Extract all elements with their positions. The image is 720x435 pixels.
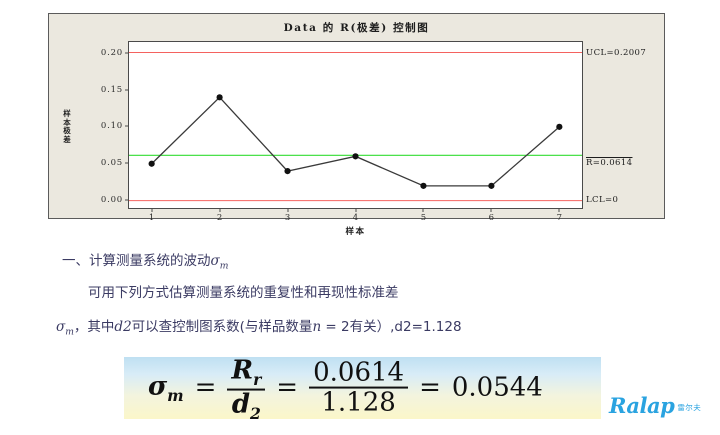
- formula-fraction-numeric: 0.0614 1.128: [309, 357, 409, 418]
- sigma-m-symbol: σm: [210, 253, 229, 272]
- y-tick-mark-0.05: [125, 162, 129, 164]
- chart-plot-area: 0.20 0.15 0.10 0.05 0.00 1 2 3 4 5 6 7 U…: [101, 41, 646, 223]
- d-subscript: 2: [250, 403, 261, 419]
- y-tick-label-0.05: 0.05: [100, 158, 123, 169]
- x-tick-label-1: 1: [148, 213, 155, 223]
- body-line-3-c: = 2有关）,d2=1.128: [321, 319, 462, 335]
- y-tick-mark-0.15: [125, 89, 129, 91]
- d-glyph: d: [231, 389, 251, 419]
- series-polyline: [151, 96, 560, 187]
- x-tick-mark-2: [219, 208, 221, 212]
- body-text-line-2: 可用下列方式估算测量系统的重复性和再现性标准差: [88, 285, 399, 301]
- formula-denominator-numeric: 1.128: [321, 387, 396, 418]
- x-tick-label-2: 2: [216, 213, 223, 223]
- sigma-subscript-2: m: [65, 326, 74, 338]
- center-line-annotation-text: R=0.0614: [586, 158, 633, 169]
- formula-lhs: σm: [148, 371, 184, 404]
- formula-lhs-sigma: σ: [148, 371, 168, 402]
- formula-numerator-symbolic: Rr: [227, 357, 265, 388]
- x-tick-label-6: 6: [488, 213, 495, 223]
- x-tick-mark-3: [287, 208, 289, 212]
- r-subscript: r: [253, 369, 262, 389]
- sigma-m-symbol-2: σm: [56, 319, 74, 338]
- chart-x-axis-title: 样本: [345, 227, 366, 237]
- sigma-subscript: m: [219, 260, 229, 272]
- sigma-glyph: σ: [210, 253, 220, 269]
- body-line-3-b: 可以查控制图系数(与样品数量: [131, 319, 313, 335]
- data-point-marker: [216, 94, 223, 101]
- data-point-marker: [420, 182, 427, 189]
- r-bar-symbol: Rr: [231, 357, 261, 387]
- r-glyph: R: [231, 357, 254, 386]
- sigma-m-formula: σm = Rr d2 = 0.0614 1.128 = 0.0544: [148, 357, 543, 419]
- x-tick-label-7: 7: [556, 213, 563, 223]
- chart-y-axis-title: 样本极差: [63, 109, 71, 144]
- formula-lhs-subscript: m: [167, 385, 184, 405]
- formula-fraction-bar-2: [309, 386, 409, 389]
- y-tick-mark-0.10: [125, 125, 129, 127]
- data-point-marker: [284, 168, 291, 175]
- y-tick-mark-0.20: [125, 52, 129, 54]
- data-point-marker: [556, 123, 563, 130]
- d2-symbol: d2: [114, 319, 132, 335]
- x-tick-mark-1: [151, 208, 153, 212]
- center-line-annotation: R=0.0614: [586, 158, 632, 168]
- chart-title: Data 的 R(极差) 控制图: [283, 22, 430, 34]
- body-line-1-prefix: 一、计算测量系统的波动: [62, 253, 211, 269]
- y-tick-label-0.10: 0.10: [100, 121, 123, 132]
- ucl-annotation: UCL=0.2007: [586, 47, 647, 58]
- data-point-marker: [148, 160, 155, 167]
- x-tick-label-4: 4: [352, 213, 359, 223]
- y-tick-mark-0.00: [125, 199, 129, 201]
- x-tick-mark-6: [490, 208, 492, 212]
- x-tick-mark-7: [558, 208, 560, 212]
- formula-fraction-symbolic: Rr d2: [227, 357, 266, 419]
- logo-wordmark: Ralap: [609, 393, 675, 418]
- x-tick-label-5: 5: [420, 213, 427, 223]
- formula-equals-3: =: [419, 372, 441, 403]
- control-chart-panel: Data 的 R(极差) 控制图 样本极差 0.20 0.15 0.10 0.0…: [48, 13, 665, 237]
- x-tick-label-3: 3: [284, 213, 291, 223]
- d2-symbol-formula: d2: [232, 389, 261, 419]
- formula-equals-1: =: [194, 372, 217, 403]
- formula-numerator-numeric: 0.0614: [313, 357, 405, 388]
- formula-denominator-symbolic: d2: [228, 390, 265, 419]
- formula-result: 0.0544: [451, 372, 543, 403]
- data-point-marker: [488, 182, 495, 189]
- formula-highlight-box: σm = Rr d2 = 0.0614 1.128 = 0.0544: [124, 357, 601, 419]
- formula-fraction-bar-1: [227, 388, 266, 391]
- y-tick-label-0.20: 0.20: [100, 47, 123, 58]
- logo-chinese-name: 雷尔夫: [677, 403, 702, 412]
- formula-equals-2: =: [276, 372, 299, 403]
- y-tick-label-0.15: 0.15: [100, 84, 123, 95]
- body-line-3-a: ，其中: [73, 319, 115, 335]
- sigma-glyph-2: σ: [56, 319, 66, 335]
- company-logo: Ralap 雷尔夫: [609, 386, 713, 416]
- n-symbol: n: [312, 319, 322, 335]
- body-text-line-1: 一、计算测量系统的波动σm: [62, 249, 228, 272]
- chart-series-svg: [129, 52, 582, 202]
- body-text-line-3: σm，其中d2可以查控制图系数(与样品数量n = 2有关）,d2=1.128: [56, 315, 462, 338]
- lcl-annotation: LCL=0: [586, 195, 619, 206]
- data-point-marker: [352, 153, 359, 160]
- x-tick-mark-5: [422, 208, 424, 212]
- x-tick-mark-4: [355, 208, 356, 212]
- y-tick-label-0.00: 0.00: [100, 195, 123, 206]
